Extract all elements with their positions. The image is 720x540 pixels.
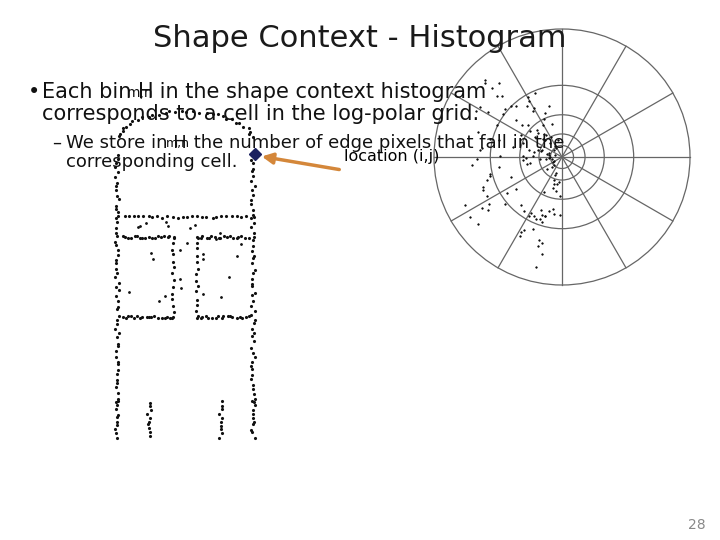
Text: Shape Context - Histogram: Shape Context - Histogram [153, 24, 567, 53]
Text: 28: 28 [688, 518, 706, 532]
Text: We store in H: We store in H [66, 134, 186, 152]
Text: in the shape context histogram: in the shape context histogram [153, 82, 486, 102]
Text: Each bin H: Each bin H [42, 82, 153, 102]
Text: corresponding cell.: corresponding cell. [66, 153, 238, 171]
Text: corresponds to a cell in the log-polar grid.: corresponds to a cell in the log-polar g… [42, 104, 479, 124]
Text: m,n: m,n [166, 137, 190, 150]
Text: •: • [28, 82, 40, 102]
Text: location (i,j): location (i,j) [344, 149, 439, 164]
Text: m,n: m,n [127, 86, 153, 100]
Text: the number of edge pixels that fall in the: the number of edge pixels that fall in t… [188, 134, 564, 152]
Text: –: – [52, 134, 61, 152]
